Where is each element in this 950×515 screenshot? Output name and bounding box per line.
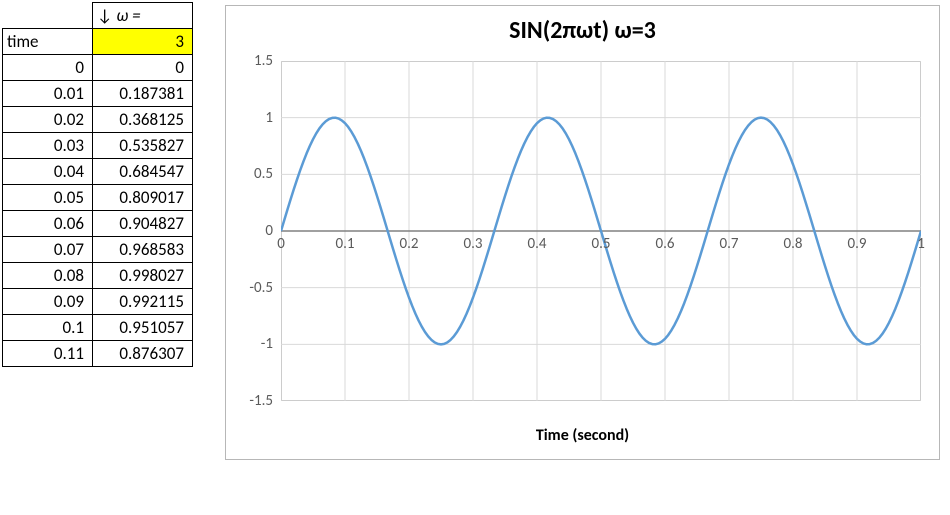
time-cell: 0.03 (3, 133, 93, 159)
x-tick-label: 0.6 (656, 235, 675, 253)
chart-container: SIN(2πωt) ω=3 Time (second) -1.5-1-0.500… (225, 5, 940, 460)
time-cell: 0.09 (3, 289, 93, 315)
y-tick-label: 0 (226, 222, 273, 240)
y-tick-label: -0.5 (226, 279, 273, 297)
data-table: ↓ω = time 3 000.010.1873810.020.3681250.… (2, 2, 193, 367)
value-cell: 0.187381 (93, 81, 193, 107)
value-cell: 0.998027 (93, 263, 193, 289)
x-tick-label: 0.7 (720, 235, 739, 253)
time-cell: 0.08 (3, 263, 93, 289)
down-arrow-icon: ↓ (97, 5, 112, 26)
value-cell: 0.684547 (93, 159, 193, 185)
time-cell: 0 (3, 55, 93, 81)
x-tick-label: 0 (277, 235, 285, 253)
time-cell: 0.11 (3, 341, 93, 367)
x-tick-label: 0.5 (592, 235, 611, 253)
value-cell: 0.535827 (93, 133, 193, 159)
x-tick-label: 1 (917, 235, 925, 253)
y-tick-label: -1 (226, 335, 273, 353)
table-row: 0.050.809017 (3, 185, 193, 211)
x-tick-label: 0.9 (848, 235, 867, 253)
time-cell: 0.06 (3, 211, 93, 237)
table-row: 0.060.904827 (3, 211, 193, 237)
x-tick-label: 0.2 (400, 235, 419, 253)
omega-value-cell[interactable]: 3 (93, 29, 193, 55)
time-cell: 0.1 (3, 315, 93, 341)
time-cell: 0.07 (3, 237, 93, 263)
time-cell: 0.02 (3, 107, 93, 133)
table-row: 0.10.951057 (3, 315, 193, 341)
y-tick-label: 0.5 (226, 165, 273, 183)
time-cell: 0.05 (3, 185, 93, 211)
y-tick-label: -1.5 (226, 392, 273, 410)
chart-svg (281, 61, 921, 401)
table-row: 0.080.998027 (3, 263, 193, 289)
table-row: 0.030.535827 (3, 133, 193, 159)
time-header: time (3, 29, 93, 55)
value-cell: 0.904827 (93, 211, 193, 237)
table-row: 0.110.876307 (3, 341, 193, 367)
x-axis-label: Time (second) (226, 426, 939, 445)
table-row: 0.090.992115 (3, 289, 193, 315)
table-row: 0.020.368125 (3, 107, 193, 133)
plot-area (281, 61, 921, 401)
time-cell: 0.01 (3, 81, 93, 107)
chart-title: SIN(2πωt) ω=3 (226, 16, 939, 45)
table-row: 0.040.684547 (3, 159, 193, 185)
y-tick-label: 1.5 (226, 52, 273, 70)
value-cell: 0 (93, 55, 193, 81)
value-cell: 0.968583 (93, 237, 193, 263)
table-body: 000.010.1873810.020.3681250.030.5358270.… (3, 55, 193, 367)
y-tick-label: 1 (226, 109, 273, 127)
omega-header-text: ω = (116, 5, 140, 26)
table-row: 00 (3, 55, 193, 81)
x-tick-label: 0.4 (528, 235, 547, 253)
blank-cell (3, 3, 93, 29)
value-cell: 0.992115 (93, 289, 193, 315)
x-tick-label: 0.8 (784, 235, 803, 253)
value-cell: 0.951057 (93, 315, 193, 341)
value-cell: 0.809017 (93, 185, 193, 211)
omega-header: ↓ω = (93, 3, 193, 29)
table-row: 0.010.187381 (3, 81, 193, 107)
table-row: 0.070.968583 (3, 237, 193, 263)
time-cell: 0.04 (3, 159, 93, 185)
x-tick-label: 0.3 (464, 235, 483, 253)
value-cell: 0.876307 (93, 341, 193, 367)
value-cell: 0.368125 (93, 107, 193, 133)
x-tick-label: 0.1 (336, 235, 355, 253)
